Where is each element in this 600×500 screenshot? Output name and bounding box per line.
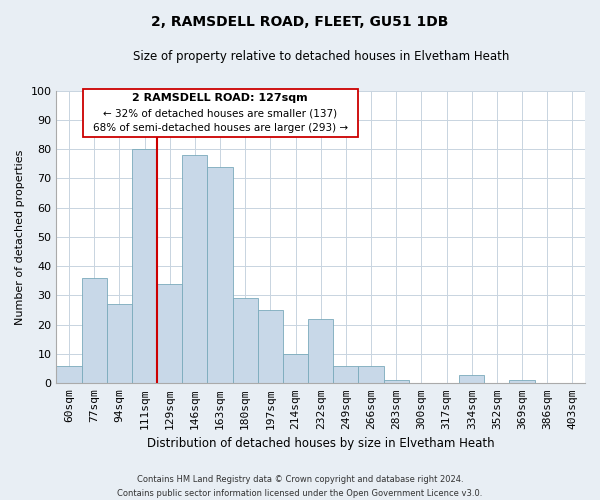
- Text: 2 RAMSDELL ROAD: 127sqm: 2 RAMSDELL ROAD: 127sqm: [133, 92, 308, 102]
- Bar: [233, 298, 258, 384]
- Text: ← 32% of detached houses are smaller (137): ← 32% of detached houses are smaller (13…: [103, 108, 337, 118]
- Bar: [107, 304, 132, 384]
- X-axis label: Distribution of detached houses by size in Elvetham Heath: Distribution of detached houses by size …: [147, 437, 494, 450]
- Bar: [157, 284, 182, 384]
- FancyBboxPatch shape: [83, 89, 358, 138]
- Title: Size of property relative to detached houses in Elvetham Heath: Size of property relative to detached ho…: [133, 50, 509, 63]
- Bar: [358, 366, 383, 384]
- Bar: [308, 319, 333, 384]
- Bar: [82, 278, 107, 384]
- Bar: [56, 366, 82, 384]
- Bar: [182, 155, 208, 384]
- Bar: [509, 380, 535, 384]
- Bar: [333, 366, 358, 384]
- Text: 2, RAMSDELL ROAD, FLEET, GU51 1DB: 2, RAMSDELL ROAD, FLEET, GU51 1DB: [151, 15, 449, 29]
- Bar: [383, 380, 409, 384]
- Text: Contains HM Land Registry data © Crown copyright and database right 2024.
Contai: Contains HM Land Registry data © Crown c…: [118, 476, 482, 498]
- Bar: [258, 310, 283, 384]
- Bar: [459, 374, 484, 384]
- Bar: [132, 149, 157, 384]
- Y-axis label: Number of detached properties: Number of detached properties: [15, 149, 25, 324]
- Bar: [208, 166, 233, 384]
- Bar: [283, 354, 308, 384]
- Text: 68% of semi-detached houses are larger (293) →: 68% of semi-detached houses are larger (…: [93, 123, 348, 133]
